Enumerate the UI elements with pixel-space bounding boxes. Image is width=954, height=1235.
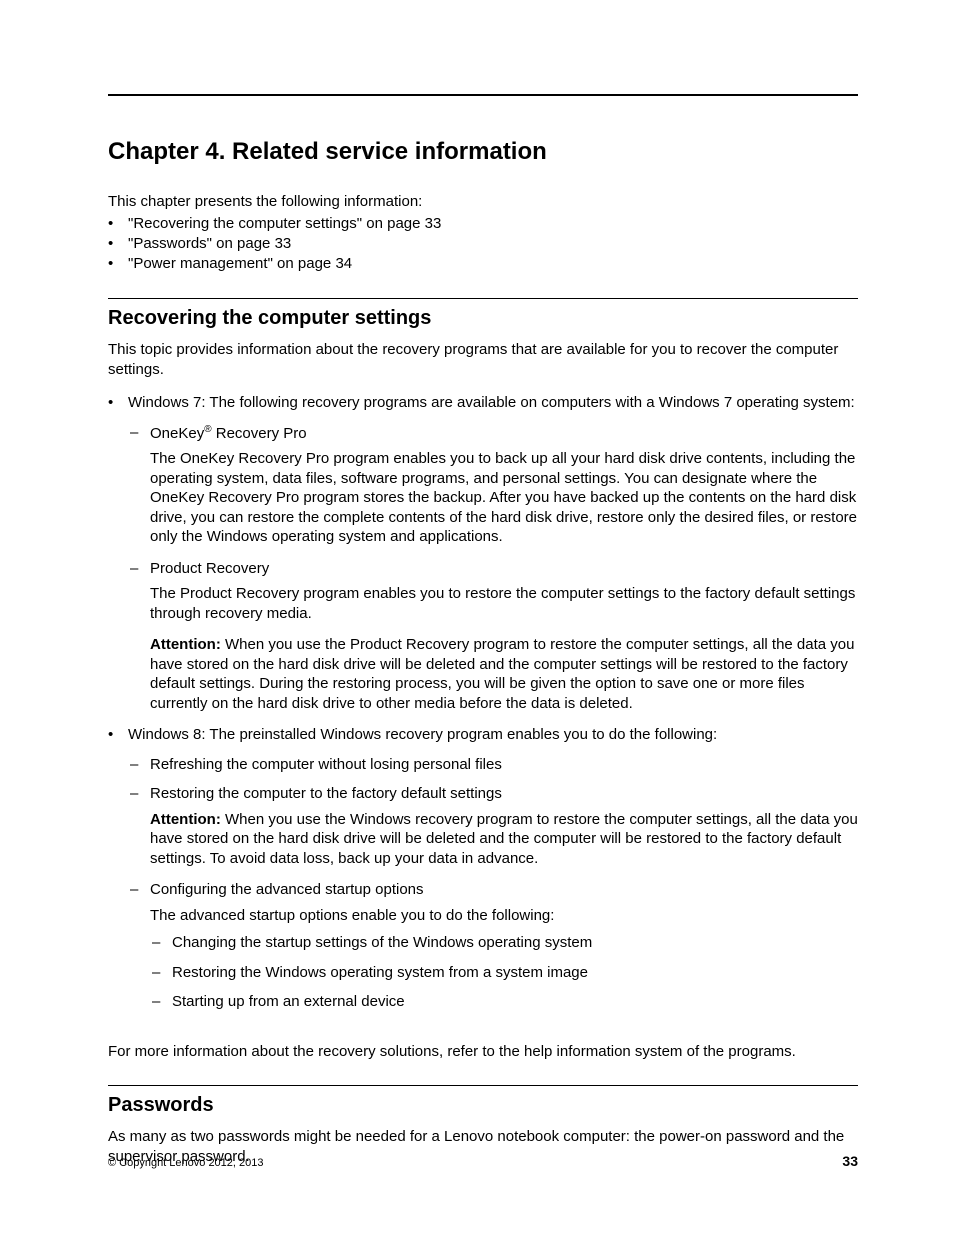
product-recovery-title: Product Recovery [150, 559, 858, 579]
attention-label: Attention: [150, 811, 221, 828]
page-number: 33 [842, 1153, 858, 1169]
toc-item: "Recovering the computer settings" on pa… [128, 214, 858, 234]
copyright-text: © Copyright Lenovo 2012, 2013 [108, 1157, 264, 1169]
onekey-item: OneKey® Recovery Pro The OneKey Recovery… [150, 423, 858, 547]
advanced-startup-desc: The advanced startup options enable you … [150, 906, 858, 926]
section-rule [108, 1085, 858, 1086]
os-list: Windows 7: The following recovery progra… [108, 393, 858, 1012]
onekey-title: OneKey® Recovery Pro [150, 423, 858, 444]
advanced-startup-sublist: Changing the startup settings of the Win… [150, 933, 858, 1012]
product-recovery-description: The Product Recovery program enables you… [150, 584, 858, 623]
startup-sub-item: Starting up from an external device [172, 992, 858, 1012]
onekey-title-pre: OneKey [150, 425, 204, 442]
section-heading-recovering: Recovering the computer settings [108, 307, 858, 330]
document-page: Chapter 4. Related service information T… [0, 0, 954, 1166]
windows8-item: Windows 8: The preinstalled Windows reco… [128, 725, 858, 1012]
chapter-title: Chapter 4. Related service information [108, 138, 858, 166]
toc-list: "Recovering the computer settings" on pa… [108, 214, 858, 275]
windows7-item: Windows 7: The following recovery progra… [128, 393, 858, 713]
win8-actions-list: Refreshing the computer without losing p… [128, 755, 858, 1012]
restore-factory-title: Restoring the computer to the factory de… [150, 784, 858, 804]
attention-text: When you use the Product Recovery progra… [150, 636, 854, 712]
page-footer: © Copyright Lenovo 2012, 2013 33 [108, 1153, 858, 1169]
section-intro: This topic provides information about th… [108, 340, 858, 379]
win7-programs-list: OneKey® Recovery Pro The OneKey Recovery… [128, 423, 858, 714]
attention-label: Attention: [150, 636, 221, 653]
restore-factory-item: Restoring the computer to the factory de… [150, 784, 858, 868]
section-rule [108, 298, 858, 299]
onekey-title-post: Recovery Pro [212, 425, 307, 442]
attention-text: When you use the Windows recovery progra… [150, 811, 858, 867]
product-recovery-attention: Attention: When you use the Product Reco… [150, 635, 858, 713]
section-outro: For more information about the recovery … [108, 1042, 858, 1062]
toc-item: "Passwords" on page 33 [128, 234, 858, 254]
top-horizontal-rule [108, 94, 858, 96]
toc-item: "Power management" on page 34 [128, 254, 858, 274]
startup-sub-item: Restoring the Windows operating system f… [172, 963, 858, 983]
registered-mark: ® [204, 424, 211, 435]
advanced-startup-item: Configuring the advanced startup options… [150, 880, 858, 1012]
section-heading-passwords: Passwords [108, 1094, 858, 1117]
chapter-intro: This chapter presents the following info… [108, 192, 858, 212]
windows7-lead: Windows 7: The following recovery progra… [128, 393, 858, 413]
refresh-item: Refreshing the computer without losing p… [150, 755, 858, 775]
product-recovery-item: Product Recovery The Product Recovery pr… [150, 559, 858, 714]
windows8-lead: Windows 8: The preinstalled Windows reco… [128, 725, 858, 745]
onekey-description: The OneKey Recovery Pro program enables … [150, 449, 858, 547]
advanced-startup-title: Configuring the advanced startup options [150, 880, 858, 900]
startup-sub-item: Changing the startup settings of the Win… [172, 933, 858, 953]
restore-factory-attention: Attention: When you use the Windows reco… [150, 810, 858, 869]
